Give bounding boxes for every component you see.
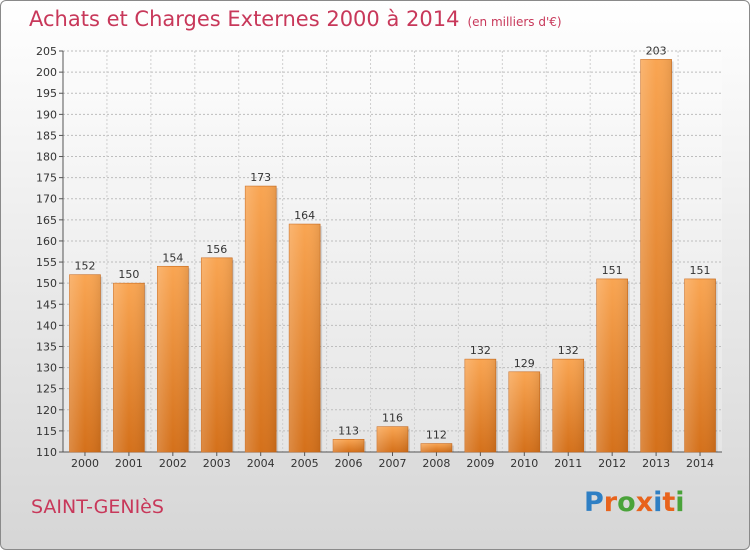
value-label-2002: 154 [162,251,183,264]
value-label-2007: 116 [382,412,403,425]
logo-letter: i [675,487,685,518]
bar-highlight [377,426,408,452]
y-tick-label: 110 [36,446,57,459]
value-label-2010: 129 [514,357,535,370]
x-tick-label-2002: 2002 [159,457,187,470]
value-label-2006: 113 [338,424,359,437]
logo-letter: i [653,487,663,518]
logo-letter: r [603,487,618,518]
bar-highlight [464,359,496,452]
x-tick-label-2010: 2010 [510,457,538,470]
y-tick-label: 160 [36,235,57,248]
logo-letter: P [584,487,604,518]
y-tick-label: 115 [36,425,57,438]
y-tick-label: 130 [36,362,57,375]
x-tick-label-2005: 2005 [291,457,319,470]
chart-title: Achats et Charges Externes 2000 à 2014 (e… [29,7,562,31]
y-tick-label: 120 [36,404,57,417]
x-tick-label-2011: 2011 [554,457,582,470]
y-tick-label: 195 [36,87,57,100]
x-tick-label-2007: 2007 [379,457,407,470]
place-name: SAINT-GENIèS [31,496,164,518]
value-label-2003: 156 [206,243,227,256]
value-label-2008: 112 [426,429,447,442]
y-tick-label: 175 [36,172,57,185]
value-label-2000: 152 [74,260,95,273]
bar-highlight [552,359,584,452]
logo-letter: x [635,487,654,518]
y-tick-label: 135 [36,340,57,353]
x-tick-label-2013: 2013 [642,457,670,470]
bar-highlight [69,274,101,452]
value-label-2012: 151 [602,264,623,277]
proxiti-logo: Proxiti [584,487,685,518]
x-tick-label-2004: 2004 [247,457,275,470]
y-tick-label: 185 [36,129,57,142]
y-tick-label: 190 [36,108,57,121]
y-tick-label: 145 [36,298,57,311]
y-tick-label: 155 [36,256,57,269]
value-label-2005: 164 [294,209,315,222]
value-label-2001: 150 [118,268,139,281]
y-tick-label: 205 [36,45,57,58]
logo-letter: o [617,487,636,518]
x-tick-label-2012: 2012 [598,457,626,470]
x-tick-label-2009: 2009 [466,457,494,470]
bar-highlight [420,443,452,452]
bar-highlight [333,439,365,452]
y-tick-label: 200 [36,66,57,79]
labels: 110 115 120 125 130 135 140 145 150 155 160 165 170 1… [36,44,714,470]
x-tick-label-2014: 2014 [686,457,714,470]
logo-letter: t [662,487,676,518]
x-tick-label-2006: 2006 [335,457,363,470]
bar-highlight [596,278,628,452]
bar-highlight [201,257,233,452]
bar-highlight [684,278,716,452]
y-tick-label: 180 [36,151,57,164]
x-tick-label-2008: 2008 [422,457,450,470]
chart-subtitle: (en milliers d'€) [467,15,562,29]
value-label-2009: 132 [470,344,491,357]
value-label-2004: 173 [250,171,271,184]
bars [69,59,718,453]
bar-highlight [245,186,277,453]
y-tick-label: 170 [36,193,57,206]
value-label-2013: 203 [646,44,667,57]
bar-highlight [157,266,189,452]
x-tick-label-2000: 2000 [71,457,99,470]
y-tick-label: 125 [36,383,57,396]
y-tick-label: 165 [36,214,57,227]
bar-highlight [508,371,540,452]
y-tick-label: 140 [36,319,57,332]
value-label-2014: 151 [690,264,711,277]
bar-highlight [640,59,672,452]
y-tick-label: 150 [36,277,57,290]
x-tick-label-2001: 2001 [115,457,143,470]
x-tick-label-2003: 2003 [203,457,231,470]
bar-highlight [289,224,321,452]
bar-highlight [113,283,145,452]
value-label-2011: 132 [558,344,579,357]
